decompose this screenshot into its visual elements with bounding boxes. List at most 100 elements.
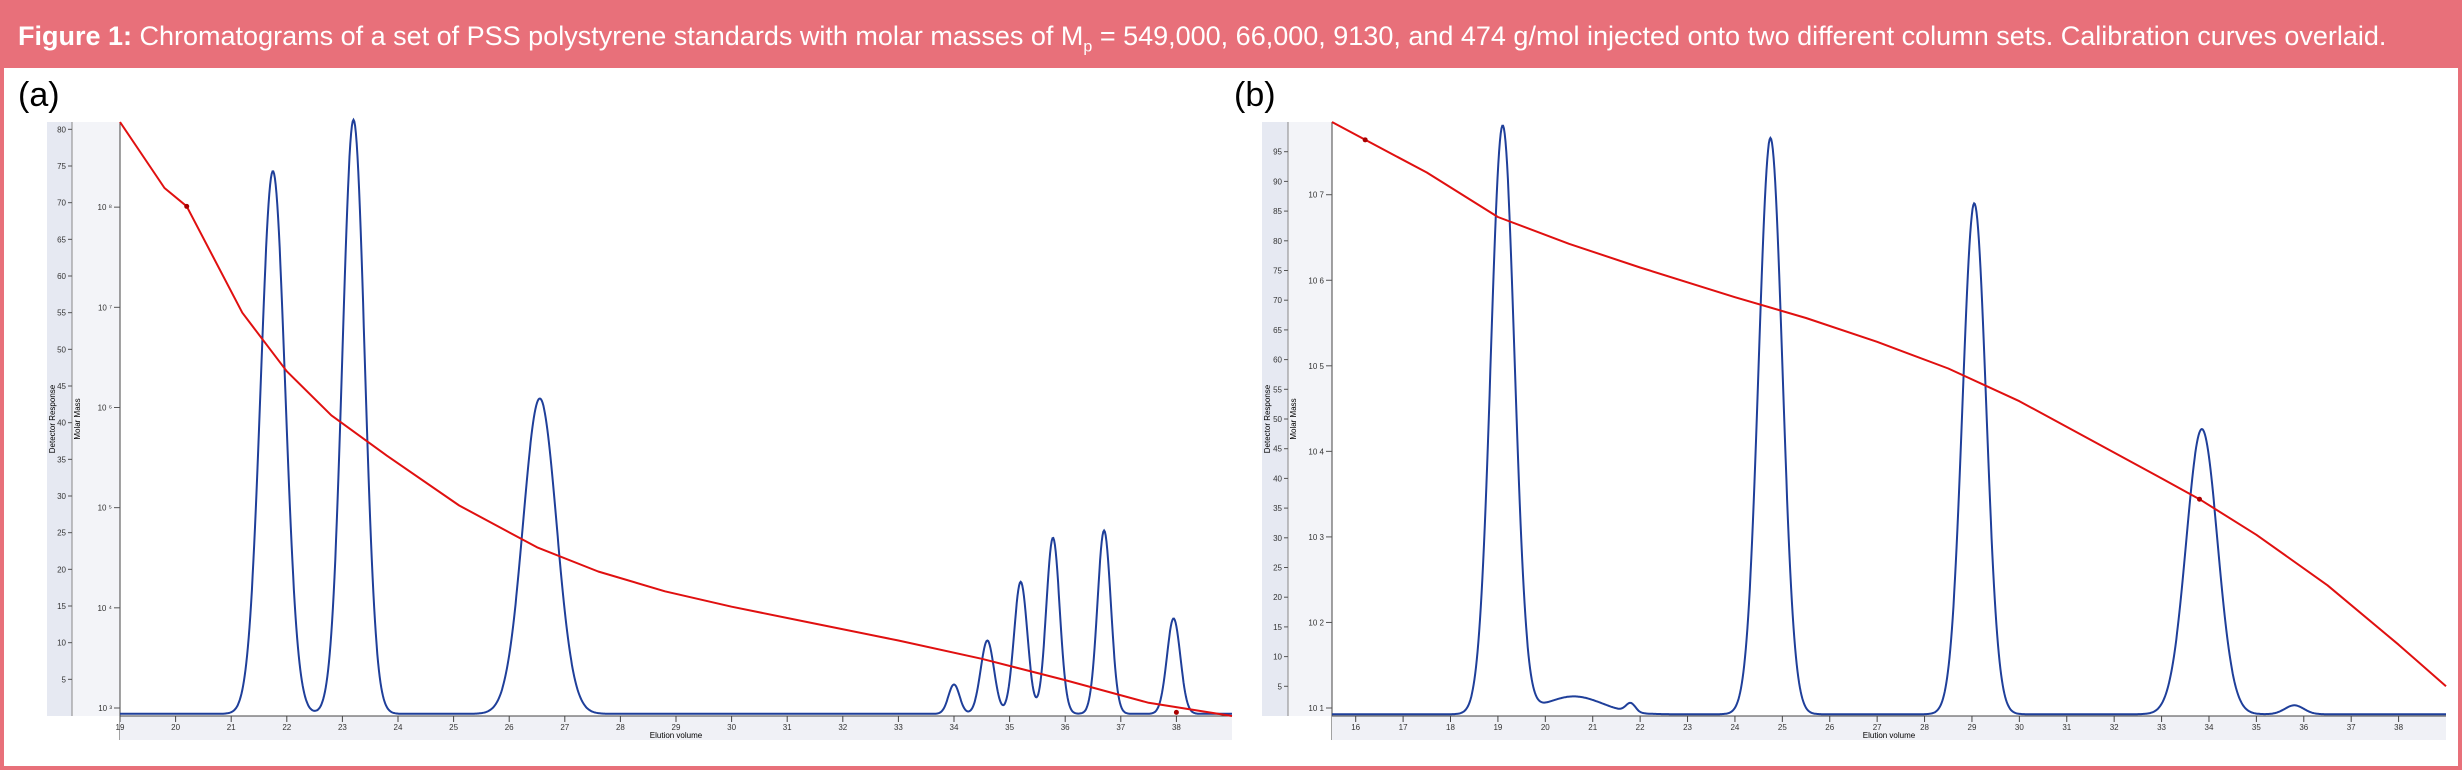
y-tick-label-left: 5 <box>1278 682 1283 691</box>
y-tick-label-left: 10 <box>57 639 66 648</box>
y-tick-label-left: 55 <box>57 309 66 318</box>
chromatogram-line <box>1332 124 2446 716</box>
y-axis-title-right: Molar Mass <box>1289 398 1298 439</box>
y-tick-label-left: 90 <box>1273 177 1282 186</box>
caption-text: Chromatograms of a set of PSS polystyren… <box>132 21 1084 51</box>
x-tick-label: 35 <box>1005 723 1014 732</box>
x-tick-label: 26 <box>1825 723 1834 732</box>
x-tick-label: 33 <box>2157 723 2166 732</box>
x-tick-label: 37 <box>1116 723 1125 732</box>
x-tick-label: 26 <box>505 723 514 732</box>
y-tick-label-right: 10 7 <box>1308 191 1324 200</box>
y-tick-label-left: 40 <box>57 419 66 428</box>
x-tick-label: 20 <box>1541 723 1550 732</box>
y-tick-label-left: 45 <box>57 382 66 391</box>
y-tick-label-right: 10 5 <box>1308 362 1324 371</box>
y-tick-label-left: 80 <box>1273 237 1282 246</box>
x-tick-label: 35 <box>2252 723 2261 732</box>
y-axis-title-left: Detector Response <box>48 384 57 453</box>
y-tick-label-left: 25 <box>1273 564 1282 573</box>
calibration-marker <box>184 203 190 209</box>
x-tick-label: 25 <box>449 723 458 732</box>
y-tick-label-right: 10 3 <box>1308 533 1324 542</box>
y-tick-label-right: 10 ³ <box>98 704 112 713</box>
x-tick-label: 24 <box>1730 723 1739 732</box>
x-tick-label: 19 <box>1493 723 1502 732</box>
x-tick-label: 21 <box>1588 723 1597 732</box>
x-tick-label: 16 <box>1351 723 1360 732</box>
x-tick-label: 28 <box>1920 723 1929 732</box>
chart-b: 16 17 18 19 20 21 22 23 24 25 26 27 28 29 30 31 32 33 34 35… <box>1262 121 2447 740</box>
y-tick-label-right: 10 ⁴ <box>97 604 112 613</box>
calibration-marker <box>2196 496 2202 502</box>
y-tick-label-right: 10 1 <box>1308 704 1324 713</box>
y-tick-label-left: 30 <box>57 492 66 501</box>
y-axis-strip-left <box>47 122 72 716</box>
y-tick-label-left: 70 <box>57 199 66 208</box>
y-tick-label-left: 50 <box>1273 415 1282 424</box>
caption-subscript: p <box>1083 38 1093 56</box>
x-tick-label: 23 <box>1683 723 1692 732</box>
figure-caption: Figure 1: Chromatograms of a set of PSS … <box>4 4 2458 68</box>
caption-label: Figure 1: <box>18 21 133 51</box>
x-tick-label: 37 <box>2347 723 2356 732</box>
y-axis-strip-left <box>1262 122 1288 716</box>
panel-label-b: (b) <box>1234 76 1276 114</box>
x-tick-label: 30 <box>2015 723 2024 732</box>
y-tick-label-left: 70 <box>1273 296 1282 305</box>
y-tick-label-right: 10 6 <box>1308 276 1324 285</box>
y-tick-label-right: 10 ⁵ <box>98 504 112 513</box>
y-tick-label-left: 75 <box>57 162 66 171</box>
x-tick-label: 34 <box>950 723 959 732</box>
y-tick-label-left: 15 <box>57 602 66 611</box>
y-tick-label-left: 60 <box>1273 356 1282 365</box>
caption-text-after: = 549,000, 66,000, 9130, and 474 g/mol i… <box>1092 21 2387 51</box>
y-tick-label-left: 60 <box>57 272 66 281</box>
y-tick-label-left: 50 <box>57 345 66 354</box>
y-axis-title-right: Molar Mass <box>73 398 82 439</box>
y-tick-label-left: 65 <box>1273 326 1282 335</box>
y-tick-label-left: 20 <box>57 565 66 574</box>
y-tick-label-right: 10 4 <box>1308 447 1324 456</box>
y-tick-label-left: 55 <box>1273 385 1282 394</box>
x-tick-label: 29 <box>672 723 681 732</box>
y-tick-label-right: 10 ⁷ <box>98 303 112 312</box>
y-tick-label-left: 65 <box>57 235 66 244</box>
y-tick-label-left: 40 <box>1273 474 1282 483</box>
x-tick-label: 30 <box>727 723 736 732</box>
x-tick-label: 36 <box>2299 723 2308 732</box>
y-tick-label-left: 35 <box>57 455 66 464</box>
x-tick-label: 27 <box>1873 723 1882 732</box>
y-tick-label-left: 35 <box>1273 504 1282 513</box>
calibration-curve-line <box>1331 121 2447 688</box>
calibration-marker <box>1362 137 1368 143</box>
x-tick-label: 24 <box>394 723 403 732</box>
y-tick-label-left: 5 <box>62 675 67 684</box>
y-tick-label-right: 10 ⁸ <box>98 203 113 212</box>
y-axis-title-left: Detector Response <box>1263 384 1272 453</box>
x-tick-label: 36 <box>1061 723 1070 732</box>
x-tick-label: 22 <box>1636 723 1645 732</box>
calibration-marker <box>1173 709 1179 715</box>
y-tick-label-left: 10 <box>1273 653 1282 662</box>
calibration-curve-line <box>119 121 1233 717</box>
x-tick-label: 19 <box>116 723 125 732</box>
x-axis-title: Elution volume <box>650 731 703 740</box>
x-tick-label: 38 <box>1172 723 1181 732</box>
x-tick-label: 17 <box>1399 723 1408 732</box>
x-tick-label: 32 <box>2110 723 2119 732</box>
x-tick-label: 25 <box>1778 723 1787 732</box>
x-tick-label: 31 <box>783 723 792 732</box>
y-tick-label-left: 75 <box>1273 267 1282 276</box>
y-tick-label-left: 20 <box>1273 593 1282 602</box>
x-tick-label: 27 <box>560 723 569 732</box>
y-tick-label-left: 45 <box>1273 445 1282 454</box>
x-tick-label: 22 <box>282 723 291 732</box>
y-tick-label-left: 85 <box>1273 207 1282 216</box>
x-tick-label: 28 <box>616 723 625 732</box>
x-tick-label: 33 <box>894 723 903 732</box>
y-tick-label-left: 80 <box>57 125 66 134</box>
x-tick-label: 23 <box>338 723 347 732</box>
y-tick-label-left: 25 <box>57 529 66 538</box>
